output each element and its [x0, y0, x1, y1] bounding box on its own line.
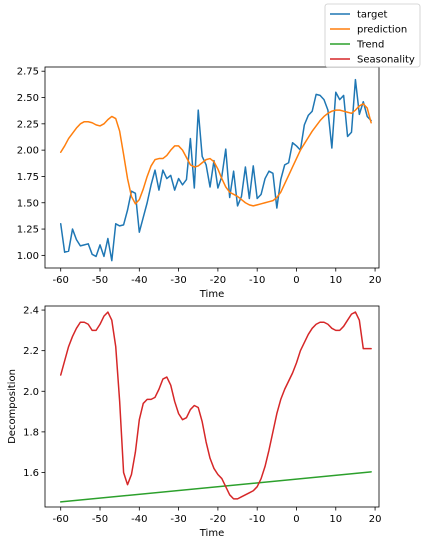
x-tick-label: 10 [329, 514, 342, 525]
series-line-target [59, 78, 372, 262]
y-tick-label: 1.6 [23, 468, 39, 479]
x-tick-label: -20 [210, 275, 226, 286]
top-chart: -60 -50 -40 -30 -20 -10 0 10 20 1.00 1.25 1.50 1.75 2… [17, 66, 382, 300]
x-tick-label: -50 [92, 514, 108, 525]
y-tick-label: 1.25 [17, 225, 39, 236]
x-tick-label: -30 [170, 275, 186, 286]
y-tick-label: 1.8 [23, 427, 39, 438]
x-tick-label: -20 [210, 514, 226, 525]
x-tick-label: -40 [131, 514, 147, 525]
series-line-trend [59, 471, 372, 503]
y-axis-label: Decomposition [7, 369, 18, 444]
y-tick-label: 2.00 [17, 146, 39, 157]
x-tick-label: -10 [249, 275, 265, 286]
y-tick-label: 1.50 [17, 198, 39, 209]
x-tick-label: -30 [170, 514, 186, 525]
x-tick-label: 0 [293, 514, 299, 525]
x-tick-label: 10 [329, 275, 342, 286]
series-line-prediction [59, 103, 372, 207]
x-tick-label: -10 [249, 514, 265, 525]
x-tick-label: -60 [53, 514, 69, 525]
x-tick-label: -60 [53, 275, 69, 286]
x-tick-label: 20 [369, 275, 382, 286]
axes-frame [44, 305, 380, 508]
x-tick-label: 0 [293, 275, 299, 286]
legend-label: target [357, 10, 387, 21]
series-line-seasonality [59, 311, 372, 500]
decomposition-chart: -60 -50 -40 -30 -20 -10 0 10 20 1.6 1.8 2.0 2.2 2.4 Ti… [7, 306, 381, 539]
y-tick-label: 2.4 [23, 306, 39, 317]
x-tick-label: -50 [92, 275, 108, 286]
legend-label: Trend [356, 40, 384, 51]
x-axis-label: Time [199, 528, 224, 539]
y-tick-label: 2.2 [23, 346, 39, 357]
y-tick-label: 2.75 [17, 67, 39, 78]
y-tick-label: 2.50 [17, 93, 39, 104]
x-tick-label: 20 [369, 514, 382, 525]
y-tick-label: 2.0 [23, 387, 39, 398]
x-axis-label: Time [199, 289, 224, 300]
legend-label: Seasonality [357, 55, 415, 66]
legend: target prediction Trend Seasonality [324, 3, 421, 68]
axes-frame [44, 66, 380, 269]
x-tick-label: -40 [131, 275, 147, 286]
legend-box [324, 3, 421, 68]
y-tick-label: 2.25 [17, 119, 39, 130]
y-tick-label: 1.00 [17, 251, 39, 262]
legend-label: prediction [357, 25, 407, 36]
y-tick-label: 1.75 [17, 172, 39, 183]
